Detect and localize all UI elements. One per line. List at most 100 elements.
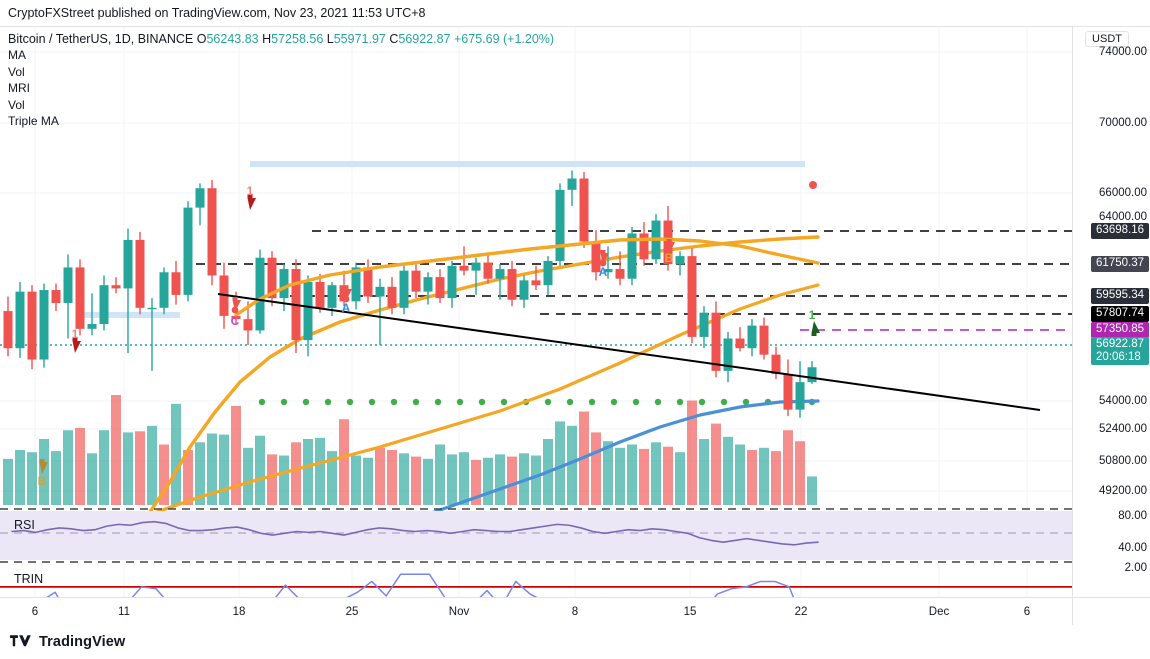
candle-body-25[interactable]	[303, 281, 313, 341]
volume-bar-42	[507, 456, 517, 505]
candle-body-11[interactable]	[135, 239, 145, 308]
volume-bar-2	[27, 452, 37, 505]
candle-body-36[interactable]	[435, 277, 445, 299]
candle-body-17[interactable]	[207, 188, 217, 276]
rsi-line[interactable]	[11, 520, 819, 546]
candle-body-63[interactable]	[759, 325, 769, 355]
volume-bar-24	[291, 442, 301, 505]
price-tag-4[interactable]: 57350.85	[1091, 322, 1149, 338]
candle-body-44[interactable]	[531, 280, 541, 286]
price-axis[interactable]: USDT 74000.00 70000.00 66000.00 64000.00 540…	[1072, 27, 1150, 597]
candle-body-9[interactable]	[111, 285, 121, 289]
candle-body-66[interactable]	[795, 382, 805, 410]
candle-body-5[interactable]	[63, 267, 73, 303]
candle-body-46[interactable]	[555, 189, 565, 261]
volume-bar-36	[435, 444, 445, 505]
candle-body-10[interactable]	[123, 239, 133, 289]
candle-body-49[interactable]	[591, 241, 601, 273]
candle-body-28[interactable]	[339, 285, 349, 302]
price-tag-1[interactable]: 61750.37	[1091, 256, 1149, 272]
candle-body-2[interactable]	[27, 291, 37, 360]
candle-body-56[interactable]	[675, 256, 685, 265]
price-tag-0[interactable]: 63698.16	[1091, 223, 1149, 239]
candle-body-35[interactable]	[423, 277, 433, 292]
candle-body-41[interactable]	[495, 269, 505, 279]
panel-label-rsi[interactable]: RSI	[14, 518, 35, 532]
candle-body-33[interactable]	[399, 270, 409, 308]
tradingview-logo[interactable]: TradingView	[10, 634, 125, 650]
candle-body-0[interactable]	[3, 311, 13, 349]
volume-bar-59	[711, 423, 721, 505]
candle-body-15[interactable]	[183, 207, 193, 295]
ma-line-orange-upper[interactable]	[234, 237, 820, 317]
marker-arrow-up-7	[811, 321, 820, 336]
candle-body-45[interactable]	[543, 260, 553, 286]
ma-line-blue[interactable]	[418, 399, 820, 519]
ma-line-orange-low[interactable]	[146, 283, 820, 517]
volume-bar-12	[147, 425, 157, 505]
candle-body-20[interactable]	[243, 319, 253, 331]
candle-body-29[interactable]	[351, 267, 361, 302]
candle-body-62[interactable]	[747, 325, 757, 349]
mri-dot	[302, 398, 310, 406]
candle-body-40[interactable]	[483, 262, 493, 279]
date-axis[interactable]: 6 11 18 25 Nov 8 15 22 Dec 6	[0, 597, 1072, 626]
trin-line[interactable]	[12, 573, 818, 597]
candle-body-22[interactable]	[267, 257, 277, 299]
candle-body-8[interactable]	[99, 285, 109, 324]
candle-body-1[interactable]	[15, 291, 25, 349]
candle-body-4[interactable]	[51, 290, 61, 303]
rsi-band	[0, 511, 1072, 560]
candle-body-57[interactable]	[687, 256, 697, 337]
chart-plot-area[interactable]	[0, 27, 1072, 597]
candle-body-34[interactable]	[411, 270, 421, 292]
price-tag-5[interactable]: 56922.87 20:06:18	[1091, 337, 1149, 365]
candle-body-48[interactable]	[579, 178, 589, 242]
candle-body-58[interactable]	[699, 312, 709, 337]
candle-body-16[interactable]	[195, 188, 205, 208]
candle-body-59[interactable]	[711, 312, 721, 371]
candle-body-64[interactable]	[771, 354, 781, 375]
candle-body-26[interactable]	[315, 281, 325, 308]
candle-body-3[interactable]	[39, 290, 49, 360]
candle-body-43[interactable]	[519, 280, 529, 300]
panel-label-trin[interactable]: TRIN	[14, 572, 44, 586]
candle-body-67[interactable]	[807, 367, 817, 383]
candle-body-13[interactable]	[159, 272, 169, 308]
candle-body-52[interactable]	[627, 233, 637, 279]
candle-body-60[interactable]	[723, 338, 733, 371]
volume-bar-40	[483, 457, 493, 505]
candle-body-27[interactable]	[327, 285, 337, 308]
candle-body-12[interactable]	[147, 307, 157, 310]
volume-bar-65	[783, 430, 793, 505]
candle-body-30[interactable]	[363, 267, 373, 297]
downward-trendline[interactable]	[217, 293, 1041, 411]
candle-body-37[interactable]	[447, 265, 457, 299]
candle-body-38[interactable]	[459, 265, 469, 271]
volume-bar-25	[303, 439, 313, 505]
candle-body-21[interactable]	[255, 257, 265, 331]
ma-signal-dot-1	[665, 248, 673, 256]
volume-bar-50	[603, 441, 613, 505]
candle-body-51[interactable]	[615, 269, 625, 279]
candle-body-39[interactable]	[471, 262, 481, 271]
candle-body-50[interactable]	[603, 269, 613, 273]
candle-body-53[interactable]	[639, 233, 649, 260]
mri-dot	[324, 398, 332, 406]
price-tag-3[interactable]: 57807.74	[1091, 306, 1149, 322]
mri-dot	[610, 398, 618, 406]
candle-body-61[interactable]	[735, 338, 745, 349]
candle-body-19[interactable]	[231, 315, 241, 320]
candle-body-7[interactable]	[87, 323, 97, 329]
candle-body-6[interactable]	[75, 267, 85, 329]
candle-body-31[interactable]	[375, 286, 385, 297]
date-tick-4: Nov	[448, 606, 470, 618]
candle-body-65[interactable]	[783, 374, 793, 410]
candle-body-14[interactable]	[171, 272, 181, 295]
price-tag-2[interactable]: 59595.34	[1091, 288, 1149, 304]
candle-body-32[interactable]	[387, 286, 397, 308]
candle-body-23[interactable]	[279, 269, 289, 299]
candle-body-47[interactable]	[567, 178, 577, 190]
price-tick-5: 52400.00	[1099, 423, 1147, 435]
candle-body-42[interactable]	[507, 269, 517, 300]
